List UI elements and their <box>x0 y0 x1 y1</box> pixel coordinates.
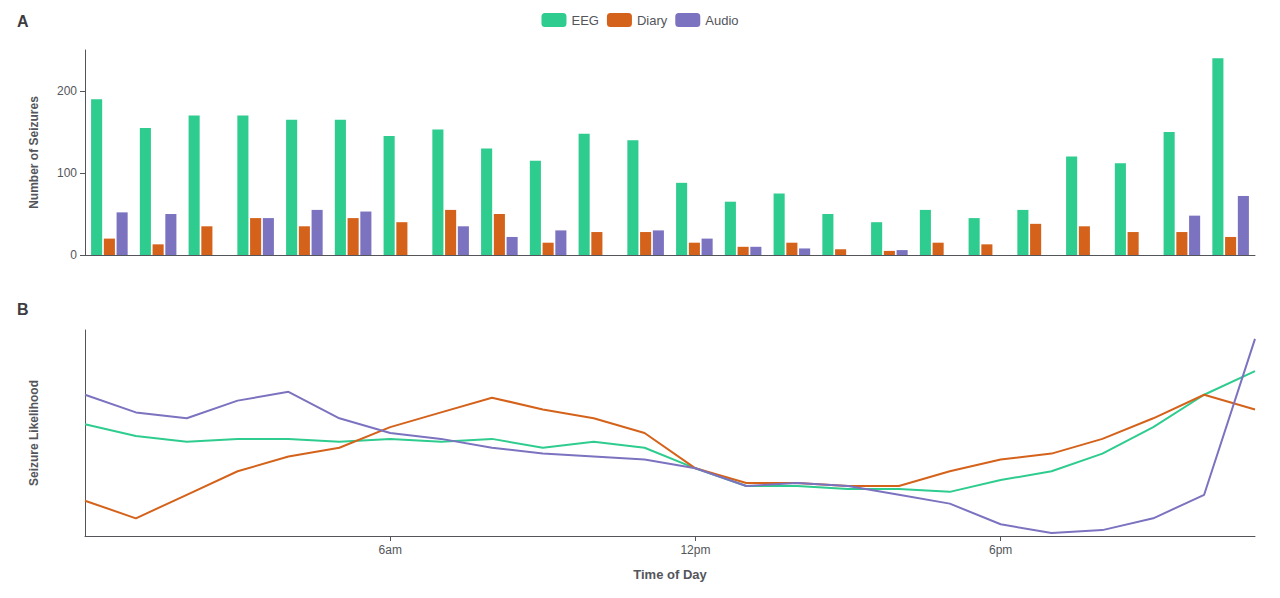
svg-text:A: A <box>17 13 29 30</box>
svg-text:200: 200 <box>57 84 77 98</box>
svg-text:6am: 6am <box>379 543 402 557</box>
svg-text:Diary: Diary <box>637 13 668 28</box>
svg-text:EEG: EEG <box>571 13 598 28</box>
svg-text:Audio: Audio <box>705 13 738 28</box>
svg-text:Time of Day: Time of Day <box>633 567 707 582</box>
svg-text:12pm: 12pm <box>680 543 710 557</box>
svg-text:0: 0 <box>70 248 77 262</box>
svg-text:B: B <box>17 301 29 318</box>
svg-text:6pm: 6pm <box>989 543 1012 557</box>
svg-text:100: 100 <box>57 166 77 180</box>
svg-text:Seizure Likelihood: Seizure Likelihood <box>27 380 41 486</box>
svg-text:Number of Seizures: Number of Seizures <box>27 96 41 209</box>
